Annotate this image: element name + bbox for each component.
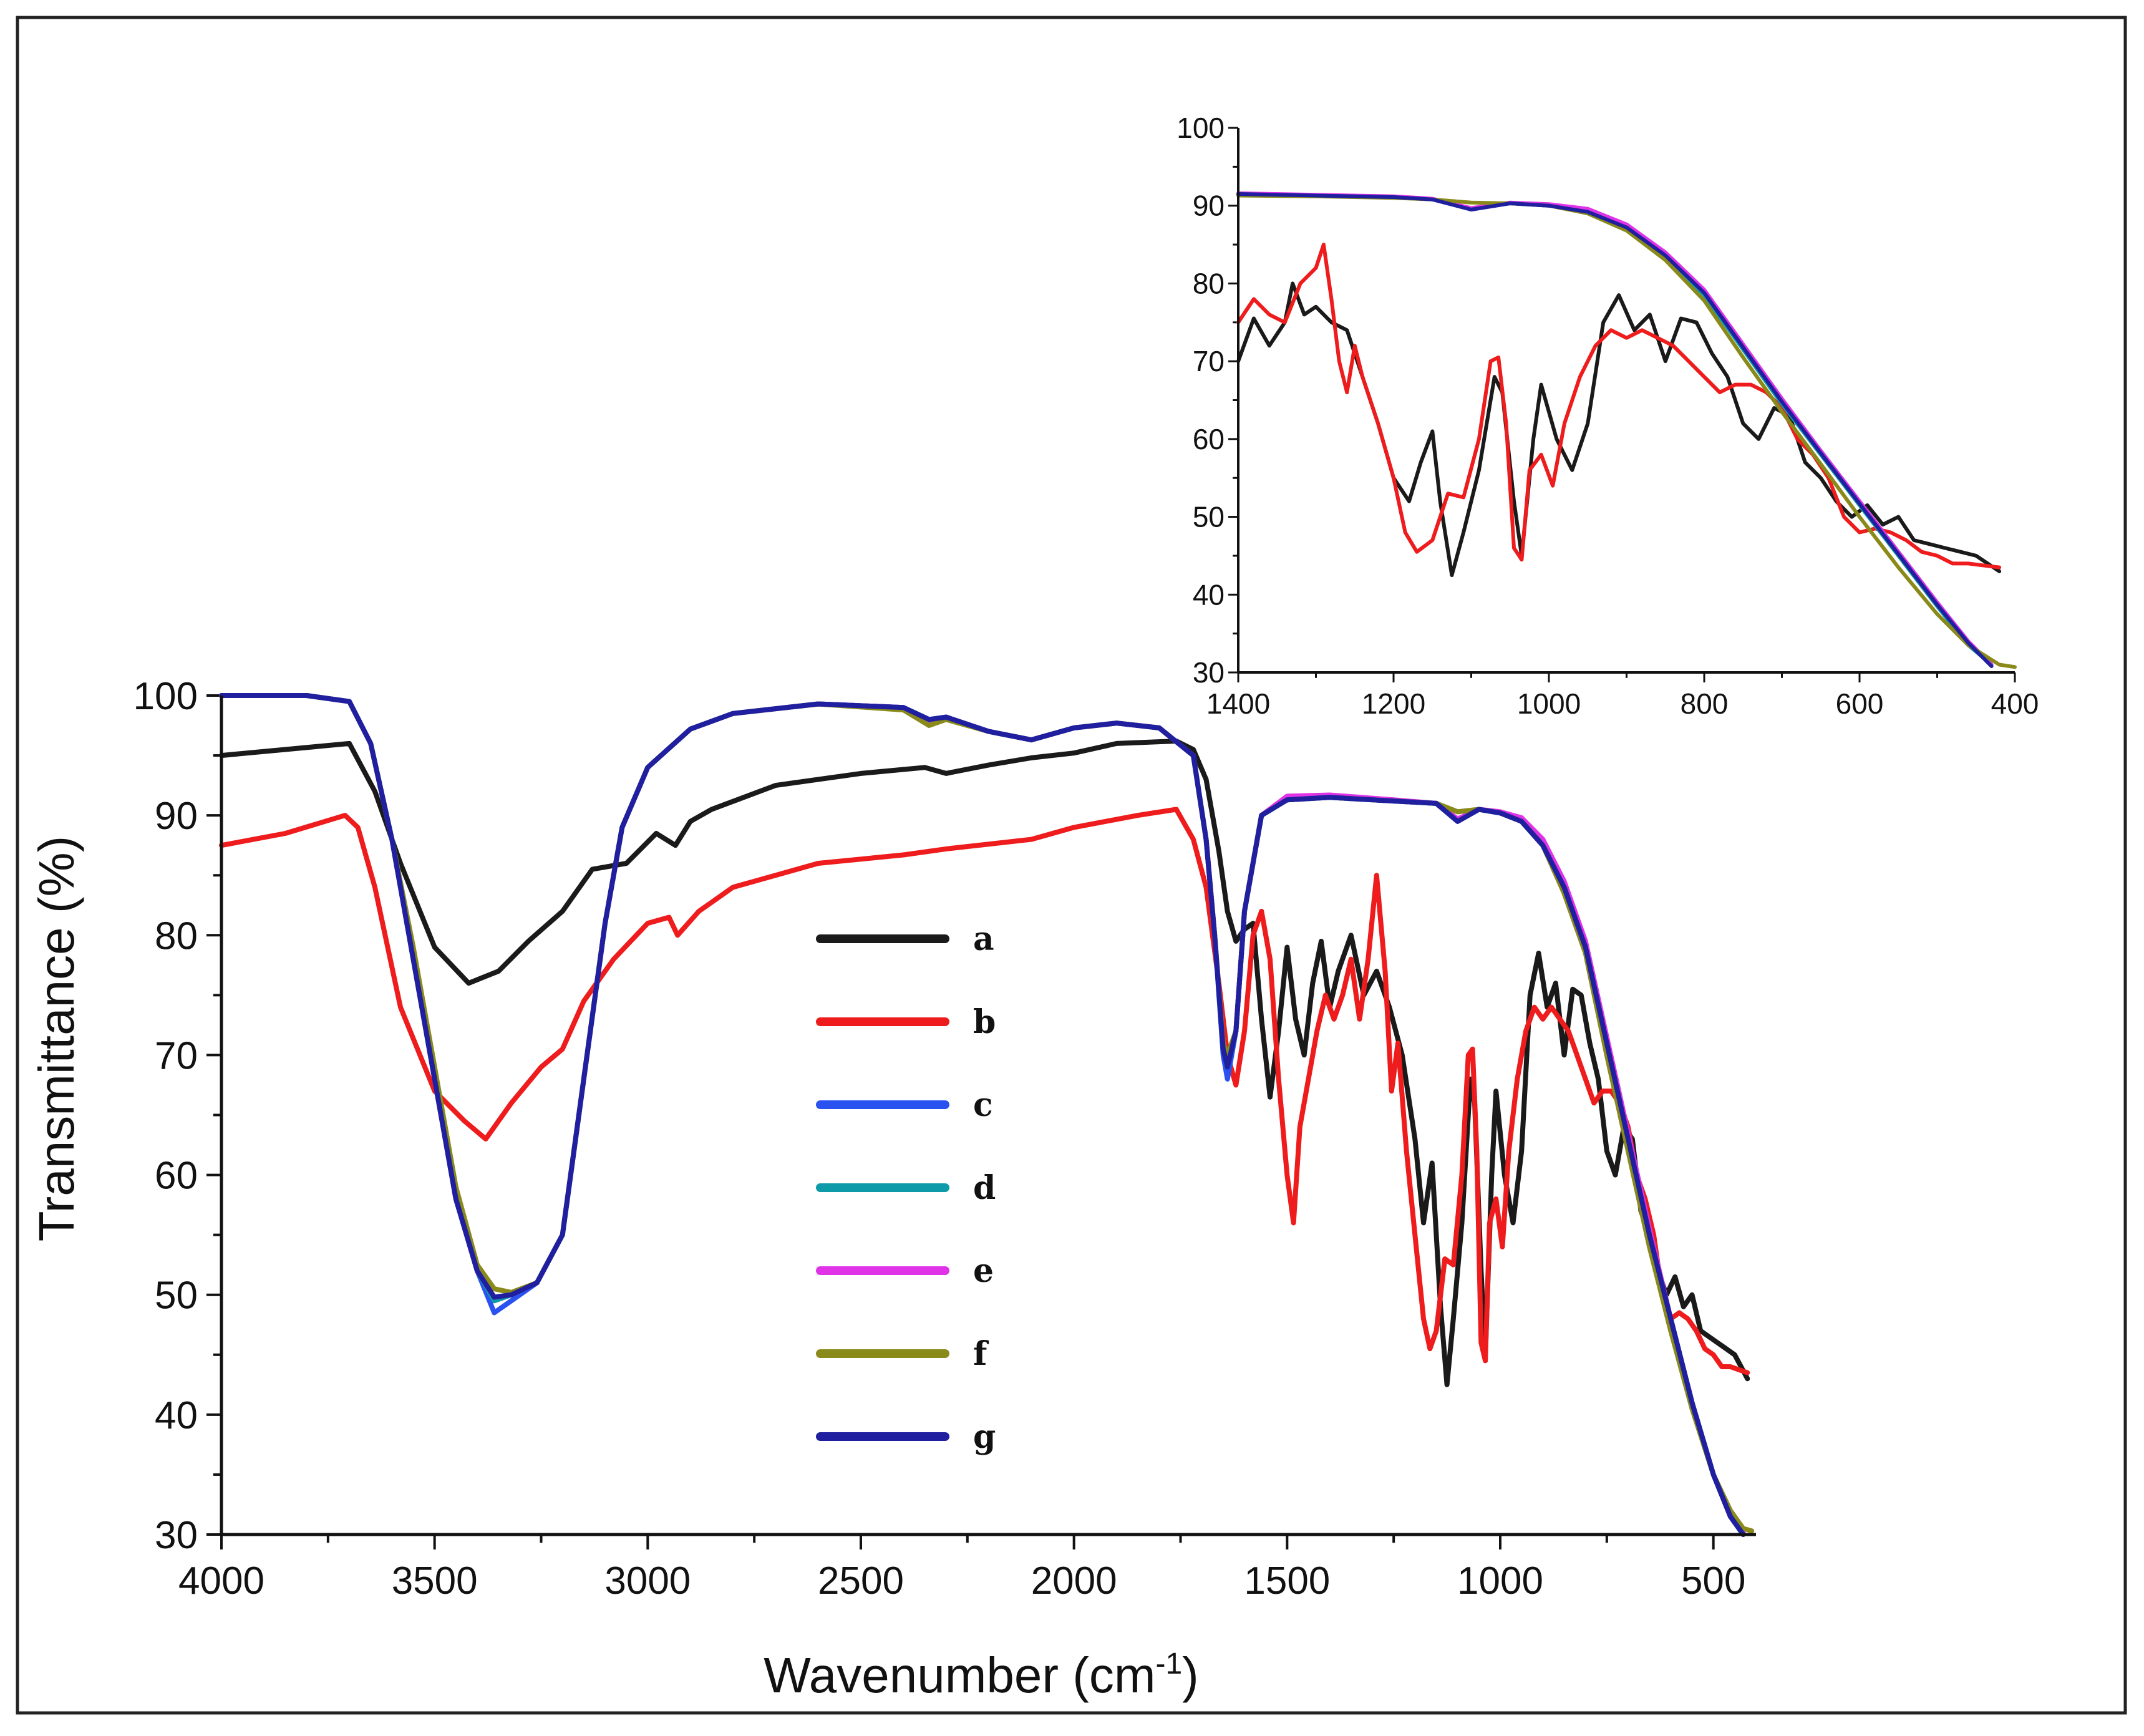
legend-label-b: b (973, 1003, 996, 1041)
inset-series-b-line (1236, 243, 2002, 570)
main-y-tick-label: 40 (155, 1394, 198, 1437)
inset-x-tick-label: 600 (1836, 687, 1884, 720)
legend-label-d: d (973, 1169, 996, 1207)
main-series-b-line (219, 807, 1750, 1375)
inset-y-tick-label: 90 (1193, 190, 1225, 222)
inset-y-tick-label: 70 (1193, 345, 1225, 377)
inset-series-g-line (1236, 192, 1994, 668)
main-x-tick-label: 3500 (392, 1559, 478, 1603)
legend-item-e: e (816, 1252, 994, 1290)
main-x-tick-label: 2500 (818, 1559, 904, 1603)
main-y-tick-label: 70 (155, 1034, 198, 1077)
legend-item-d: d (816, 1169, 996, 1207)
main-y-axis-title: Transmittance (%) (29, 836, 84, 1242)
legend-item-a: a (816, 920, 994, 958)
legend-label-e: e (973, 1252, 994, 1290)
inset-y-tick-label: 80 (1193, 267, 1225, 299)
inset-x-tick-label: 800 (1681, 687, 1729, 720)
inset-y-tick-label: 100 (1176, 112, 1225, 144)
main-x-tick-label: 2000 (1031, 1559, 1117, 1603)
main-y-tick-label: 60 (155, 1155, 198, 1198)
main-x-tick-label: 1000 (1457, 1559, 1543, 1603)
inset-plot: 1400 1200 1000 800 600 400 30 40 50 60 70 80 90 100 (1176, 112, 2039, 720)
inset-x-tick-label: 1000 (1517, 687, 1581, 720)
main-y-tick-label: 80 (155, 914, 198, 958)
inset-y-tick-label: 50 (1193, 501, 1225, 533)
legend-label-g: g (973, 1418, 996, 1456)
main-plot: 4000 3500 3000 2500 2000 1500 1000 500 30 40 50 60 7… (29, 675, 1756, 1703)
main-x-tick-label: 1500 (1244, 1559, 1330, 1603)
legend-label-a: a (973, 920, 994, 958)
legend-label-c: c (973, 1086, 993, 1124)
main-x-tick-label: 3000 (604, 1559, 691, 1603)
main-y-tick-label: 50 (155, 1274, 198, 1317)
main-x-tick-label: 4000 (178, 1559, 264, 1603)
main-series-group (219, 693, 1755, 1537)
inset-y-tick-label: 60 (1193, 423, 1225, 455)
inset-x-tick-label: 1200 (1362, 687, 1425, 720)
main-axes (220, 696, 1756, 1536)
inset-x-tick-label: 400 (1991, 687, 2039, 720)
main-series-a-line (219, 739, 1750, 1387)
x-axis-title-text: Wavenumber (cm (764, 1647, 1155, 1703)
legend-item-b: b (816, 1003, 996, 1041)
legend-item-c: c (816, 1086, 993, 1124)
legend: a b c d e f g (816, 920, 996, 1456)
main-series-g-line (219, 693, 1746, 1537)
inset-x-tick-label: 1400 (1206, 687, 1270, 720)
inset-background (1238, 128, 2015, 672)
inset-axes (1237, 128, 2015, 674)
main-tick-labels: 4000 3500 3000 2500 2000 1500 1000 500 30 40 50 60 7… (133, 675, 1746, 1603)
legend-item-g: g (816, 1418, 996, 1456)
x-axis-title-close: ) (1182, 1647, 1199, 1703)
main-y-tick-label: 90 (155, 795, 198, 838)
inset-y-tick-label: 40 (1193, 578, 1225, 611)
inset-tick-labels: 1400 1200 1000 800 600 400 30 40 50 60 70 80 90 100 (1176, 112, 2039, 720)
inset-series-group (1236, 191, 2017, 669)
main-x-axis-title: Wavenumber (cm-1) (764, 1647, 1199, 1703)
main-y-tick-label: 30 (155, 1514, 198, 1557)
legend-item-f: f (816, 1335, 989, 1373)
main-x-tick-label: 500 (1681, 1559, 1745, 1603)
legend-label-f: f (973, 1335, 989, 1373)
x-axis-title-superscript: -1 (1155, 1647, 1182, 1680)
inset-y-tick-label: 30 (1193, 656, 1225, 689)
main-y-tick-label: 100 (133, 675, 198, 718)
